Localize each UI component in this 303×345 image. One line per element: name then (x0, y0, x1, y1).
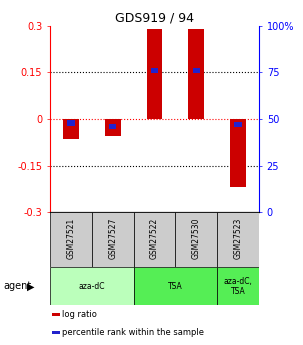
Bar (50, 212, 92, 267)
Bar (151, 68, 158, 73)
Bar (235, 122, 242, 127)
Text: percentile rank within the sample: percentile rank within the sample (62, 328, 204, 337)
Text: GSM27523: GSM27523 (234, 218, 243, 259)
Bar (193, 68, 200, 73)
Bar (52, 331, 60, 334)
Text: agent: agent (3, 282, 31, 291)
Bar (67, 120, 75, 126)
Text: aza-dC,
TSA: aza-dC, TSA (224, 277, 253, 296)
Bar (147, 29, 162, 119)
Title: GDS919 / 94: GDS919 / 94 (115, 12, 194, 25)
Bar (230, 119, 246, 187)
Bar (63, 119, 79, 139)
Bar (134, 212, 175, 267)
Text: GSM27522: GSM27522 (150, 218, 159, 259)
Bar (175, 212, 217, 267)
Text: log ratio: log ratio (62, 310, 96, 319)
Bar (188, 29, 204, 119)
Text: TSA: TSA (168, 282, 183, 291)
Text: ▶: ▶ (27, 282, 34, 291)
Bar (109, 124, 116, 129)
Text: GSM27527: GSM27527 (108, 218, 117, 259)
Bar (134, 267, 217, 305)
Text: GSM27521: GSM27521 (66, 218, 75, 259)
Bar (92, 212, 134, 267)
Bar (50, 267, 134, 305)
Bar (52, 314, 60, 316)
Bar (217, 267, 259, 305)
Text: aza-dC: aza-dC (78, 282, 105, 291)
Bar (105, 119, 121, 136)
Bar (217, 212, 259, 267)
Text: GSM27530: GSM27530 (192, 218, 201, 259)
